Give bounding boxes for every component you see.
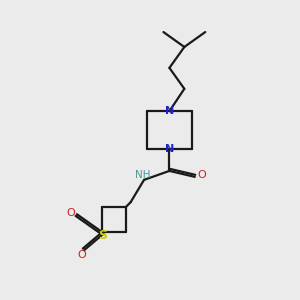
Text: S: S [98,229,107,242]
Text: O: O [197,170,206,180]
Text: O: O [66,208,75,218]
Text: N: N [165,106,174,116]
Text: N: N [165,143,174,154]
Text: NH: NH [135,170,150,180]
Text: O: O [77,250,86,260]
